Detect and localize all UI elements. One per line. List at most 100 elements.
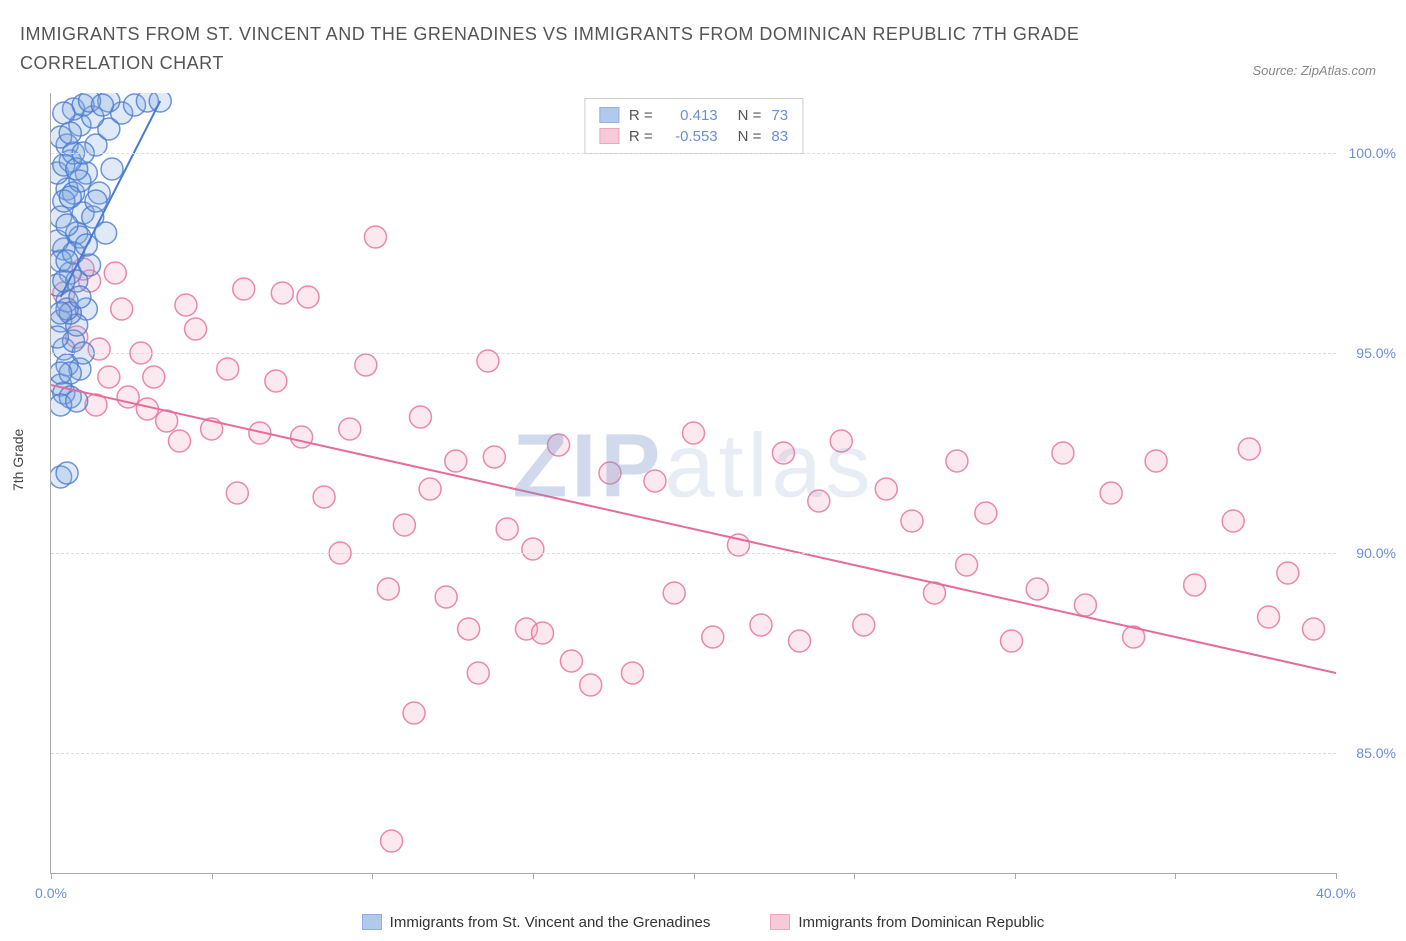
data-point [702,626,724,648]
data-point [750,614,772,636]
data-point [772,442,794,464]
data-point [297,286,319,308]
data-point [1145,450,1167,472]
data-point [381,830,403,852]
legend-swatch [770,914,790,930]
data-point [233,278,255,300]
data-point [104,262,126,284]
data-point [445,450,467,472]
data-point [467,662,489,684]
x-tick-label: 0.0% [35,885,67,901]
data-point [1100,482,1122,504]
data-point [377,578,399,600]
data-point [1001,630,1023,652]
data-point [975,502,997,524]
data-point [532,622,554,644]
legend-swatch [362,914,382,930]
data-point [853,614,875,636]
x-tick [854,873,855,879]
data-point [85,190,107,212]
data-point [946,450,968,472]
data-point [644,470,666,492]
data-point [483,446,505,468]
data-point [56,462,78,484]
data-point [808,490,830,512]
chart-plot-area: ZIPatlas R =0.413N =73R =-0.553N =83 85.… [50,93,1336,874]
x-tick [533,873,534,879]
y-tick-label: 90.0% [1356,545,1396,561]
legend-swatch [599,107,619,123]
legend-bottom: Immigrants from St. Vincent and the Gren… [0,884,1406,941]
x-tick [1015,873,1016,879]
x-tick [212,873,213,879]
data-point [956,554,978,576]
legend-item: Immigrants from St. Vincent and the Gren… [362,914,711,931]
data-point [1303,618,1325,640]
gridline-h [51,353,1336,354]
data-point [560,650,582,672]
legend-r-label: R = [629,107,653,124]
legend-series-label: Immigrants from Dominican Republic [798,914,1044,931]
data-point [111,298,133,320]
data-point [51,302,72,324]
data-point [1184,574,1206,596]
data-point [98,366,120,388]
x-tick-label: 40.0% [1316,885,1356,901]
legend-stats-row: R =-0.553N =83 [599,126,788,147]
data-point [101,158,123,180]
legend-r-label: R = [629,128,653,145]
data-point [548,434,570,456]
legend-r-value: 0.413 [663,107,718,124]
data-point [435,586,457,608]
data-point [226,482,248,504]
data-point [409,406,431,428]
x-tick [1336,873,1337,879]
x-tick [694,873,695,879]
legend-n-value: 83 [771,128,788,145]
data-point [1222,510,1244,532]
data-point [1238,438,1260,460]
data-point [580,674,602,696]
data-point [522,538,544,560]
legend-stats-box: R =0.413N =73R =-0.553N =83 [584,98,803,154]
gridline-h [51,553,1336,554]
y-tick-label: 95.0% [1356,345,1396,361]
data-point [663,582,685,604]
y-axis-label: 7th Grade [10,429,26,491]
data-point [185,318,207,340]
data-point [271,282,293,304]
data-point [291,426,313,448]
data-point [175,294,197,316]
data-point [599,462,621,484]
data-point [169,430,191,452]
data-point [1026,578,1048,600]
data-point [496,518,518,540]
data-point [51,362,72,384]
x-tick [1175,873,1176,879]
data-point [1277,562,1299,584]
data-point [364,226,386,248]
legend-n-label: N = [738,128,762,145]
data-point [143,366,165,388]
y-tick-label: 85.0% [1356,745,1396,761]
data-point [265,370,287,392]
data-point [355,354,377,376]
legend-n-label: N = [738,107,762,124]
data-point [419,478,441,500]
data-point [789,630,811,652]
data-point [875,478,897,500]
data-point [683,422,705,444]
x-tick [372,873,373,879]
data-point [458,618,480,640]
data-point [69,286,91,308]
data-point [217,358,239,380]
data-point [1074,594,1096,616]
data-point [1052,442,1074,464]
data-point [393,514,415,536]
data-point [56,214,78,236]
legend-item: Immigrants from Dominican Republic [770,914,1044,931]
data-point [53,102,75,124]
data-point [59,186,81,208]
legend-n-value: 73 [771,107,788,124]
legend-swatch [599,128,619,144]
